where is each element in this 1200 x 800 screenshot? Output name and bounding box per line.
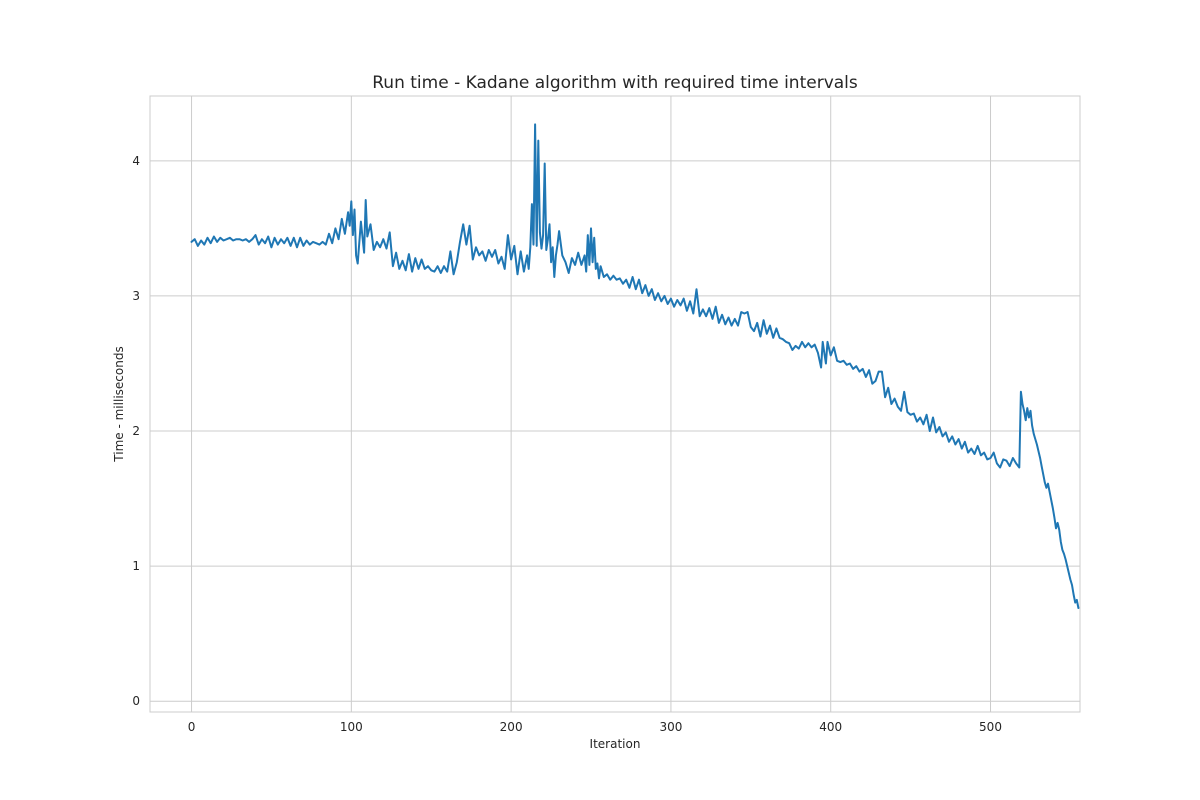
y-tick-label: 4: [132, 154, 140, 168]
x-tick-label: 400: [819, 720, 842, 734]
x-tick-label: 200: [500, 720, 523, 734]
y-tick-label: 1: [132, 559, 140, 573]
y-tick-label: 3: [132, 289, 140, 303]
y-tick-label: 0: [132, 694, 140, 708]
series-line: [190, 123, 1080, 609]
y-axis-ticks: 0 1 2 3 4: [132, 154, 140, 708]
y-axis-label: Time - milliseconds: [112, 346, 126, 462]
y-tick-label: 2: [132, 424, 140, 438]
chart-title: Run time - Kadane algorithm with require…: [372, 73, 858, 93]
plot-area: [150, 96, 1080, 712]
grid: [150, 96, 1080, 712]
series-group: [190, 123, 1080, 609]
x-tick-label: 300: [659, 720, 682, 734]
x-axis-ticks: 0 100 200 300 400 500: [188, 720, 1002, 734]
x-axis-label: Iteration: [590, 737, 641, 751]
plot-frame: [149, 95, 1081, 713]
x-tick-label: 100: [340, 720, 363, 734]
x-tick-label: 500: [979, 720, 1002, 734]
x-tick-label: 0: [188, 720, 196, 734]
